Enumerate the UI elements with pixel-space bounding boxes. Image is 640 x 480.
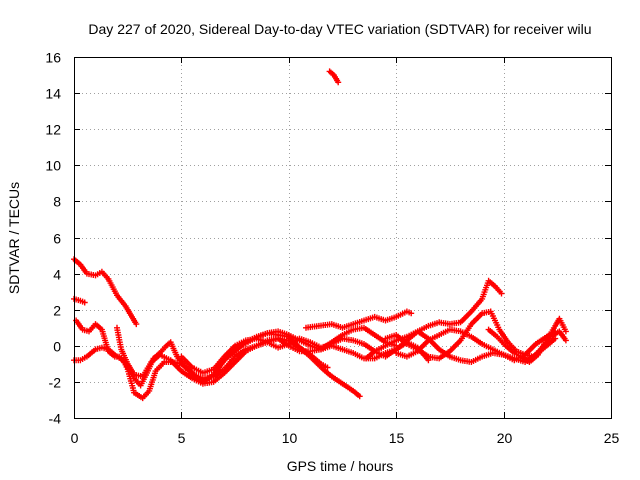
x-tick-label: 15 [389,430,405,446]
grid-lines [74,57,611,418]
y-tick-label: 16 [45,50,61,66]
data-point-markers [303,308,415,331]
x-tick-label: 10 [282,430,298,446]
y-axis-label: SDTVAR / TECUs [6,182,22,294]
y-tick-label: 14 [45,86,61,102]
y-tick-label: 4 [53,267,61,283]
x-axis-label: GPS time / hours [287,458,394,474]
series-track-8 [303,308,415,331]
series-track-7 [225,324,400,360]
data-point-markers [363,277,505,362]
y-tick-label: -4 [49,411,62,427]
series-track-9 [363,277,505,362]
y-tick-label: 6 [53,231,61,247]
data-point-markers [485,315,569,365]
data-point-markers [326,68,342,86]
x-tick-label: 20 [497,430,513,446]
y-tick-label: 0 [53,339,61,355]
series-track-12 [485,315,569,365]
y-tick-label: 8 [53,194,61,210]
data-point-markers [71,295,88,306]
axis-ticks: 0 5 10 15 20 25 -4 -2 0 2 4 6 8 10 12 14 16 [45,50,619,447]
y-tick-label: -2 [49,375,62,391]
data-point-markers [225,324,400,360]
series-track-13 [326,68,342,86]
x-tick-label: 5 [178,430,186,446]
y-tick-label: 12 [45,122,61,138]
chart-title: Day 227 of 2020, Sidereal Day-to-day VTE… [88,21,591,37]
x-tick-label: 0 [71,430,79,446]
x-tick-label: 25 [604,430,620,446]
y-tick-label: 2 [53,303,61,319]
data-series [71,68,569,402]
series-track-1 [71,256,140,328]
series-track-2 [71,295,88,306]
data-point-markers [71,256,140,328]
y-tick-label: 10 [45,158,61,174]
